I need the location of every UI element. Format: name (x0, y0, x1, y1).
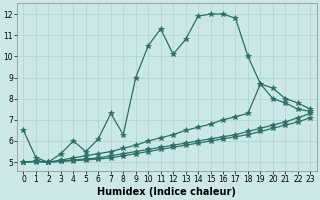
X-axis label: Humidex (Indice chaleur): Humidex (Indice chaleur) (98, 187, 236, 197)
